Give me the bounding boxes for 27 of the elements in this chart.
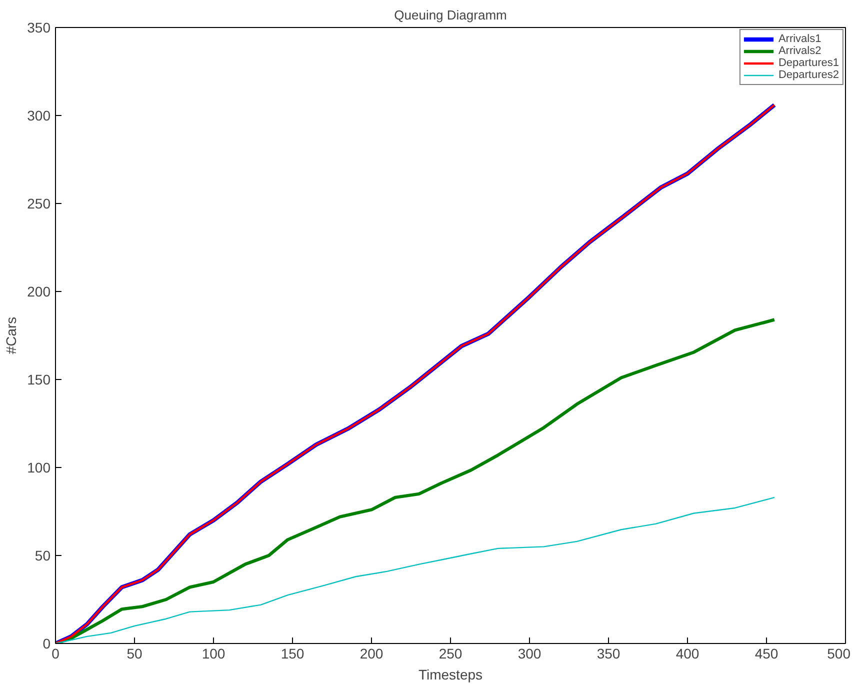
- x-axis-title: Timesteps: [418, 666, 483, 682]
- line-series: [56, 496, 775, 644]
- x-tick-label: 450: [754, 646, 778, 662]
- x-tick-label: 150: [280, 646, 304, 662]
- x-tick-label: 500: [827, 646, 851, 662]
- x-tick-label: 100: [202, 646, 226, 662]
- legend-label: Departures2: [778, 69, 839, 81]
- y-tick-label: 150: [27, 372, 51, 388]
- x-tick-label: 250: [438, 646, 462, 662]
- legend-label: Arrivals1: [778, 33, 822, 45]
- y-tick-label: 250: [27, 196, 51, 212]
- line-series: [56, 318, 776, 644]
- y-tick-label: 200: [27, 284, 51, 300]
- y-tick-label: 50: [34, 548, 51, 564]
- y-tick-label: 0: [42, 636, 51, 652]
- y-tick-label: 100: [27, 460, 51, 476]
- chart-title: Queuing Diagramm: [394, 8, 507, 22]
- x-tick-label: 50: [126, 646, 142, 662]
- legend-label: Departures1: [778, 57, 839, 69]
- x-tick-label: 300: [518, 646, 542, 662]
- legend-label: Arrivals2: [778, 45, 822, 57]
- x-tick-label: 200: [360, 646, 384, 662]
- y-tick-label: 350: [27, 20, 51, 36]
- y-axis-title: #Cars: [3, 316, 20, 354]
- x-tick-label: 400: [676, 646, 700, 662]
- x-tick-label: 350: [596, 646, 620, 662]
- y-tick-label: 300: [27, 108, 51, 124]
